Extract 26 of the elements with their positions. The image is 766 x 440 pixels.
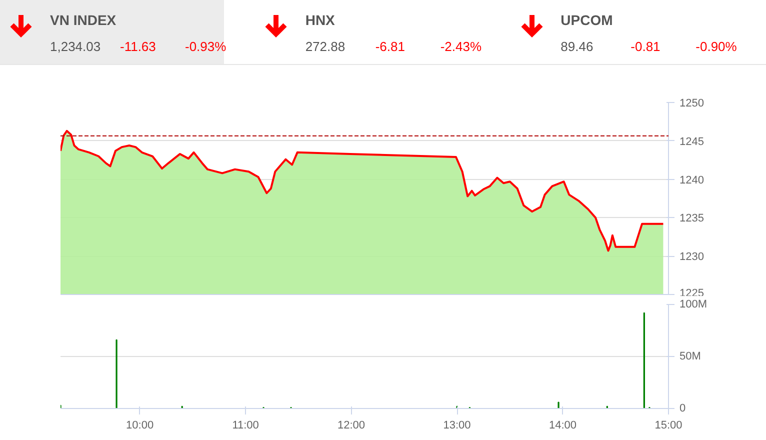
text: 1,234.03	[50, 38, 101, 56]
y-tick-label: 1235	[680, 212, 704, 225]
x-tick-label: 12:00	[338, 420, 366, 432]
text: -11.63	[120, 38, 156, 56]
y-tick-label: 1245	[680, 136, 704, 148]
text: UPCOM	[560, 11, 613, 30]
text: 272.88	[305, 38, 346, 56]
text: -6.81	[375, 38, 405, 56]
text: -0.93%	[185, 38, 226, 56]
text: 89.46	[560, 38, 594, 56]
y-tick-label: 1230	[680, 251, 704, 264]
text: -0.81	[630, 38, 660, 56]
text: -2.43%	[440, 38, 482, 56]
x-tick-label: 13:00	[443, 420, 471, 432]
y-tick-label: 1250	[680, 98, 704, 110]
x-tick-label: 11:00	[232, 420, 259, 432]
text: -0.90%	[696, 38, 737, 56]
x-tick-label: 15:00	[654, 420, 682, 432]
y-tick-label: 1240	[680, 174, 704, 186]
text: HNX	[305, 11, 335, 30]
x-tick-label: 14:00	[548, 420, 577, 432]
y-tick-label: 50M	[680, 350, 701, 362]
text: VN INDEX	[50, 11, 116, 30]
x-tick-label: 10:00	[126, 420, 154, 432]
y-tick-label: 100M	[680, 298, 708, 310]
y-tick-label: 0	[680, 402, 686, 414]
